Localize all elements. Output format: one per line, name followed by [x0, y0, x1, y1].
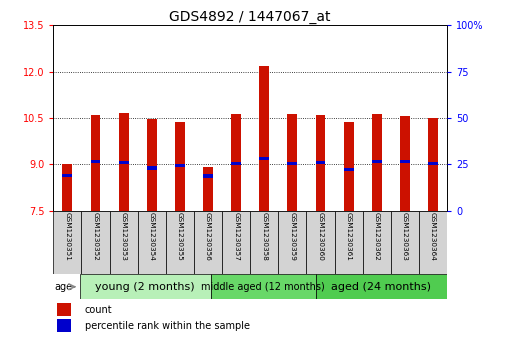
Bar	[344, 168, 354, 171]
Text: young (2 months): young (2 months)	[96, 282, 195, 292]
FancyBboxPatch shape	[222, 211, 250, 274]
Title: GDS4892 / 1447067_at: GDS4892 / 1447067_at	[170, 11, 331, 24]
Bar	[288, 114, 297, 211]
Bar	[315, 115, 326, 211]
Text: percentile rank within the sample: percentile rank within the sample	[85, 321, 250, 331]
Bar	[344, 122, 354, 211]
Text: age: age	[55, 282, 73, 292]
Bar	[231, 162, 241, 165]
FancyBboxPatch shape	[306, 211, 335, 274]
FancyBboxPatch shape	[194, 211, 222, 274]
FancyBboxPatch shape	[81, 211, 110, 274]
Text: GSM1230361: GSM1230361	[345, 212, 352, 261]
Text: GSM1230353: GSM1230353	[120, 212, 126, 261]
Text: GSM1230359: GSM1230359	[290, 212, 295, 261]
FancyBboxPatch shape	[138, 211, 166, 274]
Bar	[372, 114, 382, 211]
Bar	[400, 117, 410, 211]
Bar	[119, 113, 129, 211]
Text: GSM1230352: GSM1230352	[92, 212, 99, 261]
Bar	[90, 115, 101, 211]
FancyBboxPatch shape	[53, 274, 80, 299]
Bar	[57, 319, 72, 332]
FancyBboxPatch shape	[278, 211, 306, 274]
Bar	[372, 160, 382, 163]
Bar	[428, 162, 438, 165]
Bar	[231, 114, 241, 211]
Text: GSM1230351: GSM1230351	[65, 212, 71, 261]
FancyBboxPatch shape	[335, 211, 363, 274]
Bar	[147, 166, 156, 170]
Bar	[203, 167, 213, 211]
Text: aged (24 months): aged (24 months)	[331, 282, 431, 292]
Text: GSM1230357: GSM1230357	[233, 212, 239, 261]
Bar	[90, 160, 101, 163]
FancyBboxPatch shape	[53, 211, 81, 274]
Bar	[62, 164, 72, 211]
Text: GSM1230360: GSM1230360	[318, 212, 324, 261]
Bar	[119, 161, 129, 164]
Bar	[428, 118, 438, 211]
Bar	[259, 66, 269, 211]
FancyBboxPatch shape	[166, 211, 194, 274]
Bar	[315, 160, 326, 164]
Text: GSM1230354: GSM1230354	[149, 212, 155, 261]
Text: GSM1230364: GSM1230364	[430, 212, 436, 261]
Bar	[203, 175, 213, 178]
FancyBboxPatch shape	[250, 211, 278, 274]
Bar	[400, 160, 410, 163]
Bar	[62, 174, 72, 177]
Bar	[288, 162, 297, 165]
FancyBboxPatch shape	[391, 211, 419, 274]
Text: GSM1230355: GSM1230355	[177, 212, 183, 261]
Bar	[57, 303, 72, 316]
FancyBboxPatch shape	[363, 211, 391, 274]
Bar	[175, 164, 185, 167]
Text: GSM1230358: GSM1230358	[261, 212, 267, 261]
FancyBboxPatch shape	[80, 274, 211, 299]
FancyBboxPatch shape	[316, 274, 447, 299]
Bar	[147, 119, 156, 211]
Text: count: count	[85, 305, 112, 315]
Text: middle aged (12 months): middle aged (12 months)	[202, 282, 325, 292]
FancyBboxPatch shape	[419, 211, 447, 274]
Text: GSM1230362: GSM1230362	[374, 212, 380, 261]
FancyBboxPatch shape	[110, 211, 138, 274]
Text: GSM1230356: GSM1230356	[205, 212, 211, 261]
FancyBboxPatch shape	[211, 274, 316, 299]
Text: GSM1230363: GSM1230363	[402, 212, 408, 261]
Bar	[175, 122, 185, 211]
Bar	[259, 157, 269, 160]
